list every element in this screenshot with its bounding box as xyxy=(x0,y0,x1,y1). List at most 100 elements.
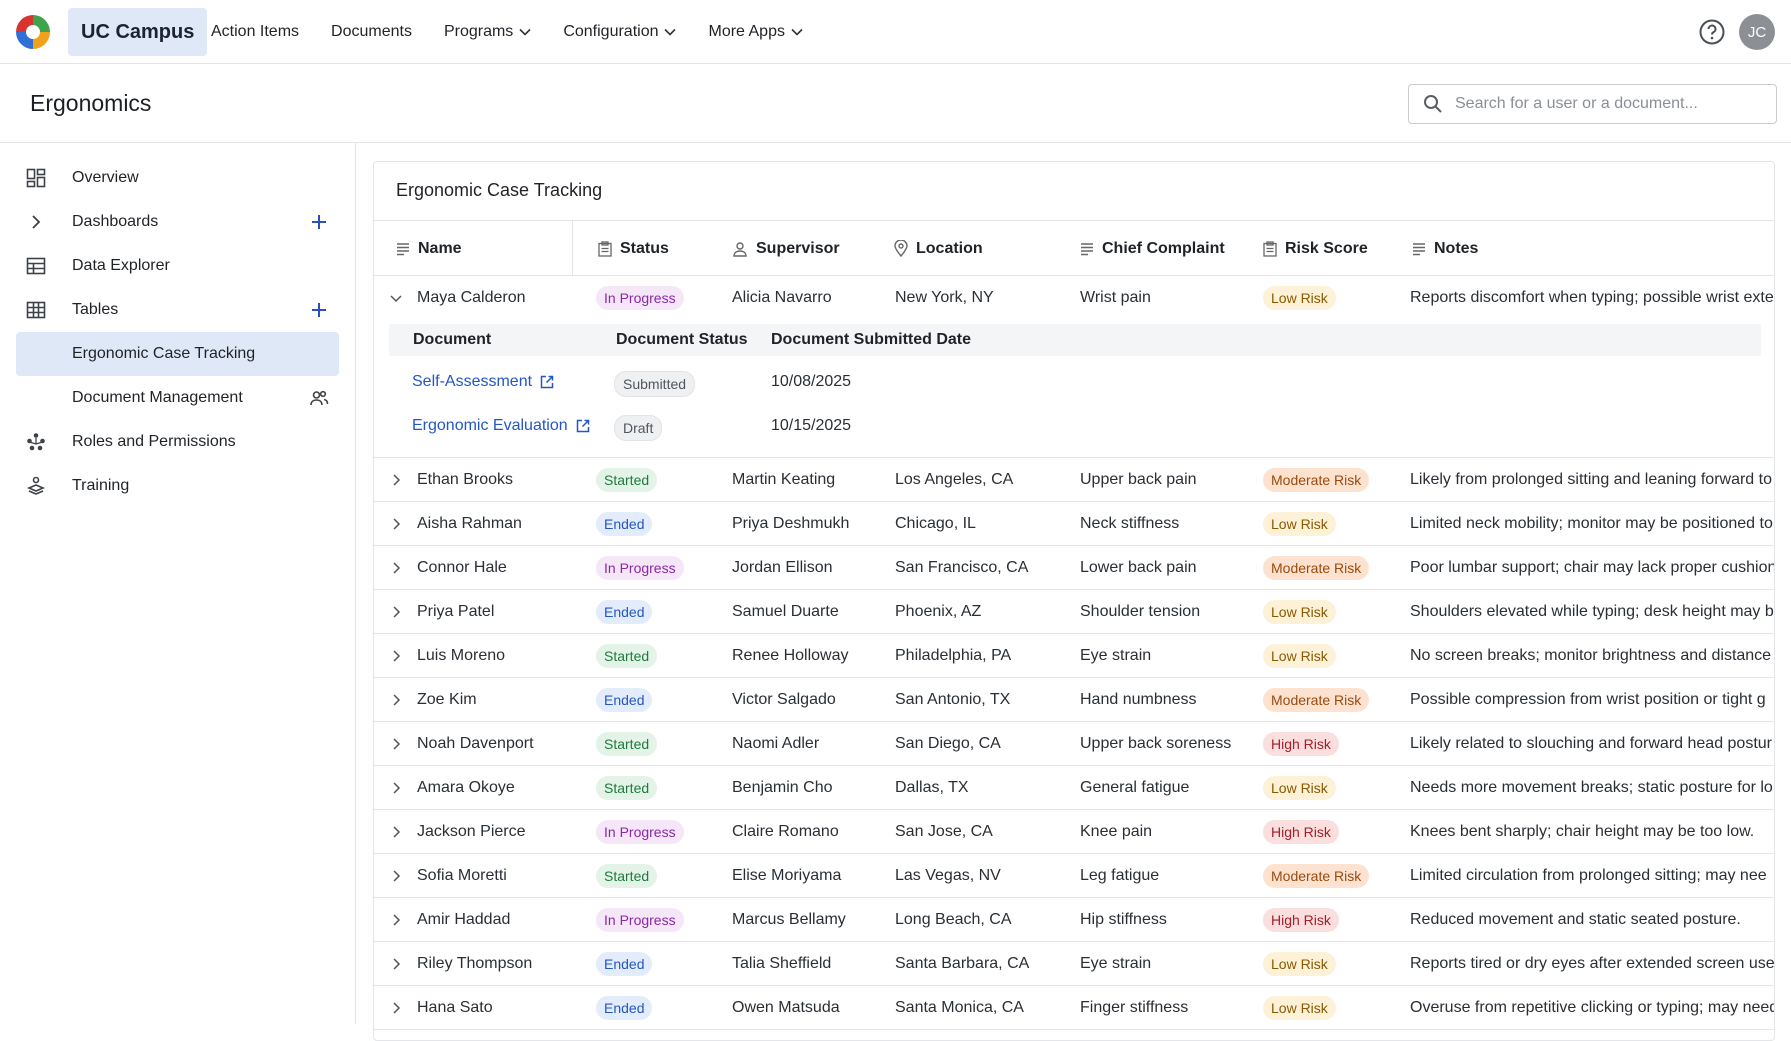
cell-name: Connor Hale xyxy=(417,559,507,576)
cell-supervisor: Victor Salgado xyxy=(732,691,836,708)
search-box[interactable] xyxy=(1408,84,1777,124)
chevron-right-icon[interactable] xyxy=(26,212,46,232)
cell-risk-score: Moderate Risk xyxy=(1263,678,1403,722)
risk-badge: Moderate Risk xyxy=(1263,864,1370,888)
cell-risk-score: Low Risk xyxy=(1263,502,1403,546)
table-row[interactable]: Zoe Kim Ended Victor Salgado San Antonio, T… xyxy=(374,678,1774,722)
search-input[interactable] xyxy=(1455,95,1755,113)
column-header-notes[interactable]: Notes xyxy=(1412,221,1478,276)
column-header-supervisor[interactable]: Supervisor xyxy=(732,221,840,276)
sidebar-item-ergonomic-case-tracking[interactable]: Ergonomic Case Tracking xyxy=(16,332,339,376)
cell-location: Phoenix, AZ xyxy=(895,603,982,620)
chevron-down-icon[interactable] xyxy=(388,290,404,306)
nav-action-items[interactable]: Action Items xyxy=(211,23,300,40)
sidebar: Overview Dashboards Data Explorer Tables… xyxy=(0,143,356,1024)
clipboard-icon xyxy=(598,240,612,257)
cell-chief-complaint: Lower back pain xyxy=(1080,559,1197,576)
chevron-right-icon[interactable] xyxy=(388,604,404,620)
cell-supervisor: Talia Sheffield xyxy=(732,955,832,972)
table-row[interactable]: Aisha Rahman Ended Priya Deshmukh Chicago, … xyxy=(374,502,1774,546)
column-header-chief-complaint[interactable]: Chief Complaint xyxy=(1080,221,1225,276)
risk-badge: Low Risk xyxy=(1263,644,1336,668)
document-row: Self-Assessment Submitted 10/08/2025 xyxy=(374,363,1774,403)
column-header-location[interactable]: Location xyxy=(894,221,983,276)
chevron-right-icon[interactable] xyxy=(388,472,404,488)
training-icon xyxy=(26,476,46,495)
cell-risk-score: High Risk xyxy=(1263,898,1403,942)
table-row[interactable]: Riley Thompson Ended Talia Sheffield Santa … xyxy=(374,942,1774,986)
table-row[interactable]: Amir Haddad In Progress Marcus Bellamy Long… xyxy=(374,898,1774,942)
cell-name: Priya Patel xyxy=(417,603,495,620)
avatar[interactable]: JC xyxy=(1739,14,1775,50)
help-icon[interactable] xyxy=(1698,18,1726,46)
add-table-icon[interactable] xyxy=(309,300,329,320)
cell-name: Riley Thompson xyxy=(417,955,533,972)
chevron-right-icon[interactable] xyxy=(388,560,404,576)
chevron-right-icon[interactable] xyxy=(388,1000,404,1016)
subheader-document-status: Document Status xyxy=(616,331,748,348)
cell-notes: Overuse from repetitive clicking or typi… xyxy=(1410,999,1775,1016)
text-lines-icon xyxy=(397,242,409,255)
column-header-risk-score[interactable]: Risk Score xyxy=(1263,221,1368,276)
nav-documents[interactable]: Documents xyxy=(331,23,412,40)
nav-programs[interactable]: Programs xyxy=(444,0,531,64)
status-badge: Started xyxy=(596,776,658,800)
cell-location: Philadelphia, PA xyxy=(895,647,1012,664)
column-header-status[interactable]: Status xyxy=(598,221,669,276)
table-row[interactable]: Noah Davenport Started Naomi Adler San Dieg… xyxy=(374,722,1774,766)
sidebar-item-roles-and-permissions[interactable]: Roles and Permissions xyxy=(16,420,339,464)
document-date: 10/15/2025 xyxy=(771,417,852,434)
document-link-ergonomic-evaluation[interactable]: Ergonomic Evaluation xyxy=(412,417,590,435)
document-row: Ergonomic Evaluation Draft 10/15/2025 xyxy=(374,407,1774,447)
column-divider[interactable] xyxy=(572,221,573,276)
chevron-right-icon[interactable] xyxy=(388,824,404,840)
cell-status: Ended xyxy=(596,942,726,986)
person-icon xyxy=(733,241,747,257)
status-badge: In Progress xyxy=(596,286,684,310)
cell-status: Started xyxy=(596,766,726,810)
add-dashboard-icon[interactable] xyxy=(309,212,329,232)
cell-chief-complaint: Knee pain xyxy=(1080,823,1153,840)
table-row[interactable]: Luis Moreno Started Renee Holloway Philadel… xyxy=(374,634,1774,678)
chevron-right-icon[interactable] xyxy=(388,516,404,532)
brand-button[interactable]: UC Campus xyxy=(68,8,208,56)
nav-more-apps[interactable]: More Apps xyxy=(708,0,803,64)
cell-location: Los Angeles, CA xyxy=(895,471,1014,488)
sidebar-item-training[interactable]: Training xyxy=(16,464,339,508)
chevron-right-icon[interactable] xyxy=(388,912,404,928)
column-header-name[interactable]: Name xyxy=(396,221,462,276)
cell-location: San Diego, CA xyxy=(895,735,1001,752)
chevron-right-icon[interactable] xyxy=(388,780,404,796)
chevron-right-icon[interactable] xyxy=(388,956,404,972)
table-row[interactable]: Ethan Brooks Started Martin Keating Los Ang… xyxy=(374,458,1774,502)
app-logo-icon[interactable] xyxy=(14,13,52,51)
sidebar-item-overview[interactable]: Overview xyxy=(16,156,339,200)
chevron-right-icon[interactable] xyxy=(388,736,404,752)
cell-status: Started xyxy=(596,722,726,766)
table-row[interactable]: Amara Okoye Started Benjamin Cho Dallas, TX… xyxy=(374,766,1774,810)
cell-location: New York, NY xyxy=(895,289,994,306)
table-row[interactable]: Sofia Moretti Started Elise Moriyama Las Ve… xyxy=(374,854,1774,898)
table-row[interactable]: Jackson Pierce In Progress Claire Romano Sa… xyxy=(374,810,1774,854)
chevron-right-icon[interactable] xyxy=(388,868,404,884)
table-row[interactable]: Connor Hale In Progress Jordan Ellison San … xyxy=(374,546,1774,590)
sidebar-item-dashboards[interactable]: Dashboards xyxy=(16,200,339,244)
cell-status: Ended xyxy=(596,590,726,634)
table-row[interactable]: Hana Sato Ended Owen Matsuda Santa Monica, … xyxy=(374,986,1775,1030)
table-row[interactable]: Priya Patel Ended Samuel Duarte Phoenix, AZ… xyxy=(374,590,1774,634)
chevron-right-icon[interactable] xyxy=(388,692,404,708)
cell-supervisor: Elise Moriyama xyxy=(732,867,842,884)
sidebar-item-data-explorer[interactable]: Data Explorer xyxy=(16,244,339,288)
cell-chief-complaint: Leg fatigue xyxy=(1080,867,1160,884)
sidebar-item-tables[interactable]: Tables xyxy=(16,288,339,332)
cell-supervisor: Samuel Duarte xyxy=(732,603,839,620)
table-row[interactable]: Maya Calderon In Progress Alicia Navarro Ne… xyxy=(374,276,1774,320)
cell-supervisor: Martin Keating xyxy=(732,471,836,488)
cell-status: In Progress xyxy=(596,546,726,590)
chevron-right-icon[interactable] xyxy=(388,648,404,664)
document-link-self-assessment[interactable]: Self-Assessment xyxy=(412,373,554,391)
nav-configuration[interactable]: Configuration xyxy=(563,0,677,64)
sidebar-item-document-management[interactable]: Document Management xyxy=(16,376,339,420)
risk-badge: Low Risk xyxy=(1263,600,1336,624)
status-badge: Started xyxy=(596,732,658,756)
